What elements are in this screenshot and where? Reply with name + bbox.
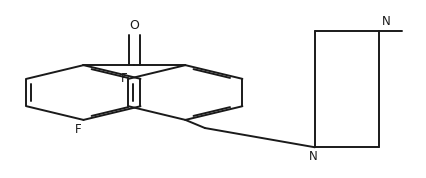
Text: N: N [382, 14, 391, 28]
Text: F: F [75, 123, 82, 136]
Text: F: F [121, 72, 128, 85]
Text: N: N [308, 150, 317, 164]
Text: O: O [130, 19, 139, 32]
